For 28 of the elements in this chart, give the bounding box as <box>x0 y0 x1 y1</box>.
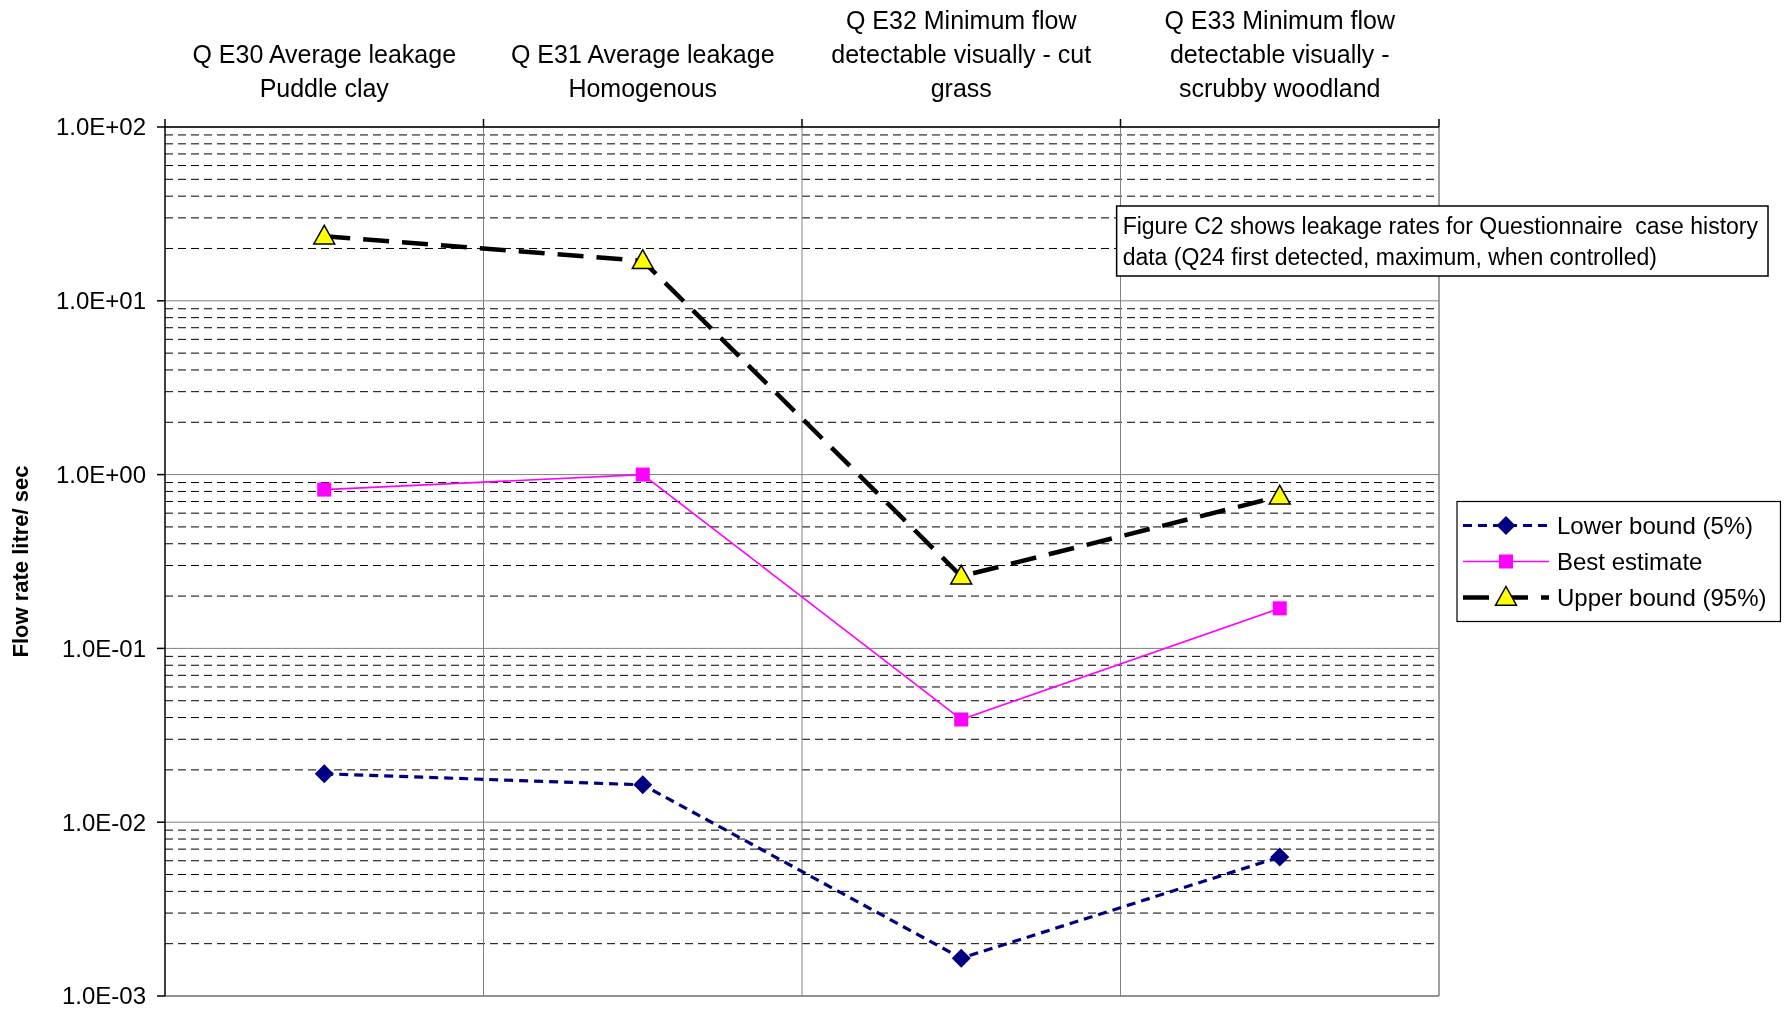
point <box>1270 847 1290 867</box>
point <box>1272 601 1287 616</box>
y-tick-label: 1.0E-03 <box>61 982 146 1010</box>
y-tick-label: 1.0E+00 <box>55 461 146 488</box>
y-tick-label: 1.0E-02 <box>61 808 146 836</box>
point <box>635 467 650 482</box>
point <box>633 775 653 795</box>
point <box>314 764 334 784</box>
point <box>317 482 332 497</box>
legend-label: Lower bound (5%) <box>1557 511 1754 539</box>
x-tick-label: Q E30 Average leakage Puddle clay <box>192 40 457 102</box>
point <box>951 948 971 968</box>
y-tick-label: 1.0E+02 <box>55 113 146 141</box>
y-tick-label: 1.0E+01 <box>55 287 146 315</box>
y-tick-label: 1.0E-01 <box>61 634 146 662</box>
note-box: Figure C2 shows leakage rates for Questionnaire case history data (Q24 first detected, maximum, when controlled) <box>1115 205 1769 277</box>
point <box>313 224 336 245</box>
x-tick-label: Q E33 Minimum flow detectable visually - scrubby woodland <box>1164 6 1396 102</box>
x-tick-label: Q E32 Minimum flow detectable visually - cut grass <box>831 6 1092 102</box>
y-axis-title: Flow rate litre/ sec <box>8 465 33 658</box>
point <box>1268 484 1291 505</box>
point <box>631 249 654 270</box>
legend-label: Best estimate <box>1557 547 1703 575</box>
annotation: Figure C2 shows leakage rates for Questionnaire case history data (Q24 first detected, maximum, when controlled) <box>1122 212 1759 270</box>
point <box>954 712 969 727</box>
point <box>950 564 973 585</box>
x-tick-label: Q E31 Average leakage Homogenous <box>510 40 775 102</box>
legend-label: Upper bound (95%) <box>1557 583 1767 611</box>
